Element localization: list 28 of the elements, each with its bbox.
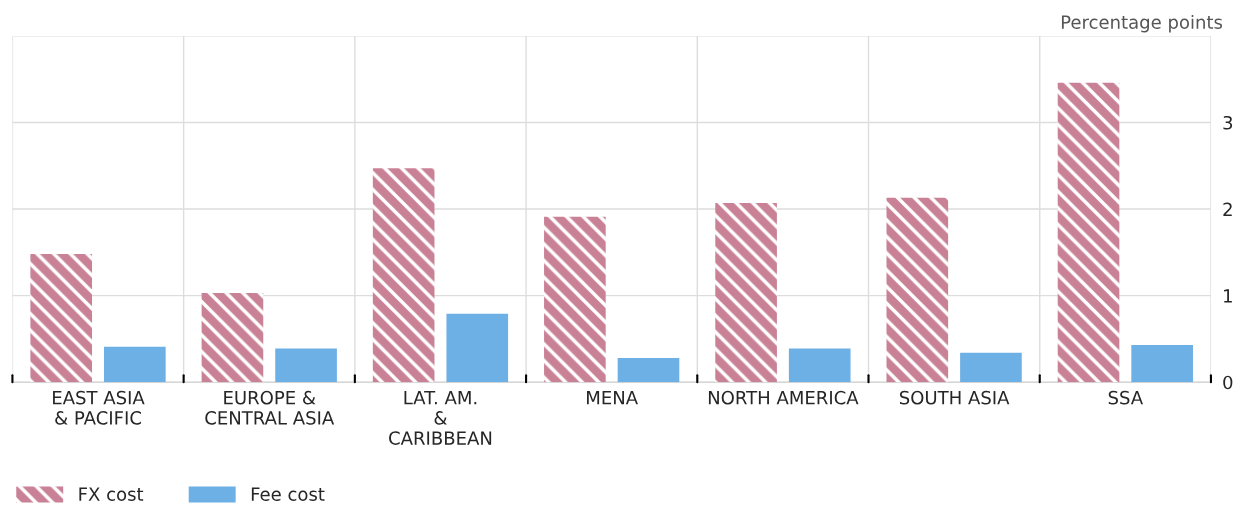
x-tick-label: EAST ASIA & PACIFIC: [53, 390, 145, 425]
legend-label: Fee cost: [251, 487, 325, 501]
bar: [104, 346, 166, 383]
bar: [544, 216, 606, 383]
x-tick-label: LAT. AM. & CARIBBEAN: [389, 391, 492, 445]
bar: [372, 168, 435, 383]
bar: [788, 348, 851, 383]
x-tick-label: NORTH AMERICA: [708, 390, 859, 405]
bar: [1057, 82, 1120, 383]
x-tick-label: SOUTH ASIA: [899, 390, 1010, 405]
x-tick-label: SSA: [1108, 390, 1143, 405]
bar: [886, 197, 949, 383]
y-tick-label: 2: [1223, 202, 1232, 216]
bar: [201, 293, 264, 383]
bar: [960, 352, 1022, 383]
bar: [617, 357, 680, 383]
bar: [275, 348, 337, 383]
y-tick-label: 1: [1224, 289, 1232, 303]
bar: [30, 254, 93, 383]
bar: [715, 202, 777, 383]
x-tick-label: EUROPE & CENTRAL ASIA: [205, 390, 335, 425]
legend-label: FX cost: [79, 487, 144, 501]
x-tick-label: MENA: [587, 391, 638, 405]
bar: [1131, 344, 1193, 383]
y-tick-label: 0: [1223, 375, 1233, 390]
bar: [446, 313, 509, 383]
y-tick-label: 3: [1223, 115, 1233, 130]
y-axis-title: Percentage points: [1061, 14, 1223, 33]
